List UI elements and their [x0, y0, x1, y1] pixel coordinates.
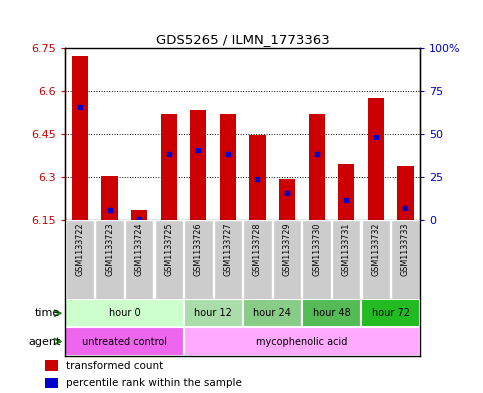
- Bar: [242, 299, 302, 327]
- Text: percentile rank within the sample: percentile rank within the sample: [66, 378, 242, 388]
- Bar: [184, 299, 242, 327]
- Text: GSM1133731: GSM1133731: [342, 223, 351, 276]
- Text: GSM1133730: GSM1133730: [312, 223, 321, 276]
- Bar: [72, 56, 88, 220]
- Bar: [338, 164, 355, 220]
- Text: agent: agent: [28, 336, 60, 347]
- Bar: [101, 176, 118, 220]
- Bar: [161, 114, 177, 220]
- Text: mycophenolic acid: mycophenolic acid: [256, 336, 348, 347]
- Title: GDS5265 / ILMN_1773363: GDS5265 / ILMN_1773363: [156, 33, 329, 46]
- Bar: [302, 299, 361, 327]
- Bar: [66, 220, 94, 299]
- Bar: [220, 114, 236, 220]
- Bar: [361, 299, 420, 327]
- Bar: [309, 114, 325, 220]
- Bar: [273, 220, 301, 299]
- Text: GSM1133727: GSM1133727: [224, 223, 232, 276]
- Text: transformed count: transformed count: [66, 360, 163, 371]
- Bar: [279, 179, 295, 220]
- Bar: [155, 220, 183, 299]
- Text: GSM1133733: GSM1133733: [401, 223, 410, 276]
- Bar: [249, 136, 266, 220]
- Bar: [45, 360, 58, 371]
- Text: hour 24: hour 24: [254, 308, 291, 318]
- Text: hour 0: hour 0: [109, 308, 140, 318]
- Text: time: time: [35, 308, 60, 318]
- Bar: [398, 166, 413, 220]
- Bar: [125, 220, 154, 299]
- Bar: [65, 327, 184, 356]
- Text: GSM1133722: GSM1133722: [75, 223, 85, 276]
- Bar: [243, 220, 272, 299]
- Bar: [368, 98, 384, 220]
- Text: GSM1133726: GSM1133726: [194, 223, 203, 276]
- Bar: [131, 210, 147, 220]
- Text: GSM1133723: GSM1133723: [105, 223, 114, 276]
- Bar: [45, 378, 58, 388]
- Text: untreated control: untreated control: [82, 336, 167, 347]
- Text: hour 72: hour 72: [371, 308, 410, 318]
- Bar: [332, 220, 360, 299]
- Bar: [184, 327, 420, 356]
- Text: GSM1133732: GSM1133732: [371, 223, 380, 276]
- Bar: [213, 220, 242, 299]
- Bar: [190, 110, 206, 220]
- Text: GSM1133729: GSM1133729: [283, 223, 292, 276]
- Bar: [391, 220, 420, 299]
- Bar: [95, 220, 124, 299]
- Text: GSM1133725: GSM1133725: [164, 223, 173, 276]
- Text: hour 12: hour 12: [194, 308, 232, 318]
- Bar: [184, 220, 213, 299]
- Text: hour 48: hour 48: [313, 308, 350, 318]
- Text: GSM1133724: GSM1133724: [135, 223, 143, 276]
- Bar: [362, 220, 390, 299]
- Text: GSM1133728: GSM1133728: [253, 223, 262, 276]
- Bar: [65, 299, 184, 327]
- Bar: [302, 220, 331, 299]
